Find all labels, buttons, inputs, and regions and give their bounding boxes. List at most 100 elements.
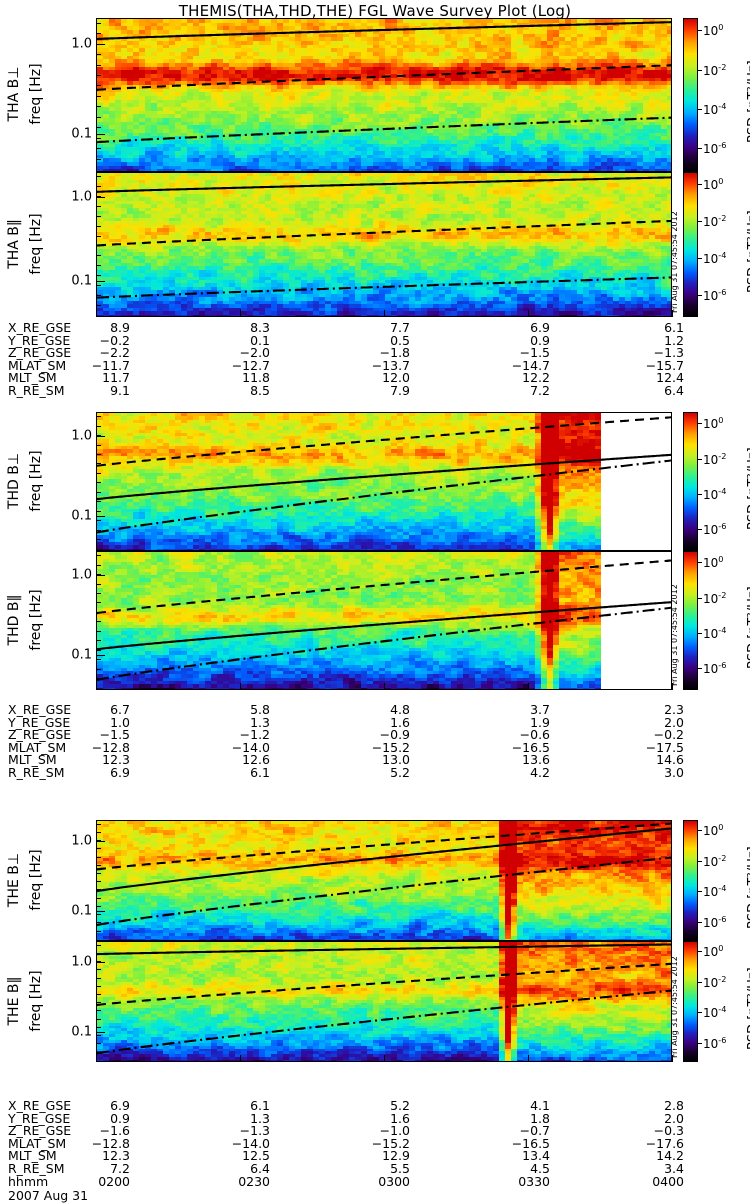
ephemeris-value: 1.2: [664, 332, 684, 348]
ephemeris-value: 5.2: [390, 764, 410, 780]
ephemeris-label: hhmm: [8, 1173, 49, 1189]
ephemeris-value: −1.6: [99, 1123, 130, 1139]
ephemeris-value: 2.0: [664, 1110, 684, 1126]
colorbar-tick-label: 100: [703, 942, 724, 959]
x-tick-mark: [527, 310, 529, 317]
y-minor-tick: [96, 611, 101, 613]
y-minor-tick: [96, 265, 101, 267]
ephemeris-value: 7.7: [390, 320, 410, 335]
spectrogram-panel-thd-perp[interactable]: [96, 412, 672, 551]
ephemeris-value: 0.5: [390, 332, 410, 348]
y-minor-tick: [96, 678, 101, 680]
ephemeris-value: 12.0: [382, 370, 410, 386]
colorbar-tick-label: 100: [703, 821, 724, 838]
colorbar-thd-par: [683, 551, 698, 690]
spectrogram-panel-thd-par[interactable]: [96, 551, 672, 690]
spectrogram-panel-tha-par[interactable]: [96, 172, 672, 317]
ephemeris-value: −13.7: [371, 357, 410, 373]
ephemeris-label: Z_RE_GSE: [8, 1123, 72, 1139]
ephemeris-value: 4.2: [530, 764, 550, 780]
y-tick-label: 0.1: [71, 903, 92, 919]
ephemeris-value: 1.6: [390, 714, 410, 730]
y-minor-tick: [96, 510, 101, 512]
y-minor-tick: [96, 864, 101, 866]
spectrogram-panel-tha-perp[interactable]: [96, 18, 672, 172]
ephemeris-value: 8.3: [250, 320, 270, 335]
colorbar-tick-mark: [698, 633, 702, 634]
y-tick-label: 0.1: [71, 647, 92, 663]
spectrogram-panel-the-par[interactable]: [96, 941, 672, 1062]
y-tick-mark: [96, 196, 105, 198]
ephemeris-value: 5.5: [390, 1160, 410, 1176]
colorbar-axis-label-the-par: PSD [nT²/Hz]: [746, 966, 750, 1050]
x-tick-mark: [95, 683, 97, 690]
ephemeris-value: −17.6: [645, 1135, 684, 1151]
ephemeris-value: −1.0: [379, 1123, 410, 1139]
y-minor-tick: [96, 54, 101, 56]
y-tick-label: 0.1: [71, 273, 92, 289]
y-minor-tick: [96, 914, 101, 916]
ephemeris-value: 6.4: [250, 1160, 270, 1176]
ephemeris-value: 11.8: [242, 370, 270, 386]
ephemeris-value: 6.1: [250, 1098, 270, 1113]
y-minor-tick: [96, 472, 101, 474]
y-minor-tick: [96, 961, 101, 963]
x-tick-mark: [383, 1055, 385, 1062]
colorbar-tick-mark: [698, 981, 702, 983]
y-minor-tick: [96, 1010, 101, 1012]
y-minor-tick: [96, 897, 101, 899]
x-tick-mark: [383, 683, 385, 690]
ephemeris-label: Z_RE_GSE: [8, 345, 72, 361]
ephemeris-value: 6.4: [664, 382, 684, 398]
ephemeris-value: −14.7: [511, 357, 550, 373]
ephemeris-value: −15.2: [371, 1135, 410, 1151]
ephemeris-value: 12.5: [242, 1148, 270, 1164]
ephemeris-value: 0330: [518, 1173, 550, 1189]
y-minor-tick: [96, 95, 101, 97]
colorbar-tick-label: 10-4: [703, 249, 727, 266]
colorbar-tick-label: 100: [703, 415, 724, 432]
colorbar-tick-label: 10-6: [703, 914, 727, 931]
ephemeris-label: R_RE_SM: [8, 764, 65, 780]
y-minor-tick: [96, 930, 101, 932]
spectrogram-panel-the-perp[interactable]: [96, 820, 672, 941]
y-tick-mark: [96, 574, 105, 576]
colorbar-tick-mark: [698, 458, 702, 460]
ephemeris-value: −16.5: [511, 1135, 550, 1151]
ephemeris-value: −0.2: [653, 727, 684, 743]
ephemeris-row: Z_RE_GSE −1.5 −1.2 −0.9 −0.6 −0.2: [8, 729, 748, 742]
colorbar-tick-label: 10-6: [703, 660, 727, 677]
y-minor-tick: [96, 856, 101, 858]
y-minor-tick: [96, 501, 101, 503]
ephemeris-value: 1.8: [530, 1110, 550, 1126]
ephemeris-value: −0.7: [519, 1123, 550, 1139]
y-tick-label: 0.1: [71, 508, 92, 524]
ephemeris-row: MLT_SM 11.7 11.8 12.0 12.2 12.4: [8, 372, 748, 385]
panel-component-label-thd-par: THD B‖: [6, 594, 22, 645]
y-tick-mark: [96, 280, 105, 282]
y-minor-tick: [96, 649, 101, 651]
ephemeris-table-the: X_RE_GSE 6.9 6.1 5.2 4.1 2.8 Y_RE_GSE 0.9 1.3 1.6…: [8, 1098, 748, 1189]
ephemeris-label: X_RE_GSE: [8, 702, 72, 717]
x-tick-mark: [527, 1055, 529, 1062]
colorbar-tick-label: 10-4: [703, 100, 727, 117]
x-tick-mark: [95, 1055, 97, 1062]
ephemeris-value: 14.2: [656, 1148, 684, 1164]
y-tick-label: 1.0: [71, 567, 92, 583]
colorbar-tick-label: 100: [703, 554, 724, 571]
y-minor-tick: [96, 425, 101, 427]
ephemeris-value: −0.6: [519, 727, 550, 743]
ephemeris-table-thd: X_RE_GSE 6.7 5.8 4.8 3.7 2.3 Y_RE_GSE 1.0 1.3 1.6…: [8, 702, 748, 780]
y-tick-mark: [96, 910, 105, 912]
ephemeris-row: R_RE_SM 6.9 6.1 5.2 4.2 3.0: [8, 764, 748, 780]
ephemeris-label: Z_RE_GSE: [8, 727, 72, 743]
spectrogram-image-tha-par: [97, 173, 671, 316]
colorbar-tick-mark: [698, 562, 702, 564]
y-minor-tick: [96, 274, 101, 276]
spectrogram-image-the-par: [97, 942, 671, 1061]
y-minor-tick: [96, 22, 101, 24]
y-minor-tick: [96, 205, 101, 207]
ephemeris-table-tha: X_RE_GSE 8.9 8.3 7.7 6.9 6.1 Y_RE_GSE −0.2 0.1 0.…: [8, 320, 748, 398]
y-minor-tick: [96, 840, 101, 842]
colorbar-tick-mark: [698, 1043, 702, 1045]
